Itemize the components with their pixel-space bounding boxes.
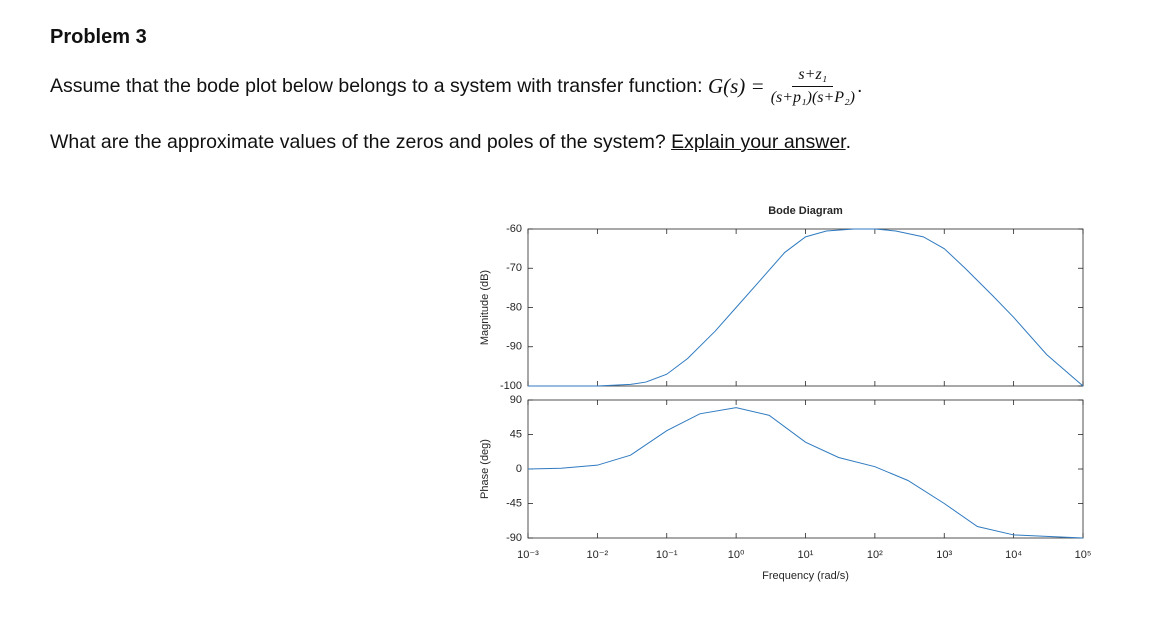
y-axis-label: Phase (deg) (479, 439, 491, 499)
x-tick-label: 10⁰ (728, 549, 745, 561)
chart-title: Bode Diagram (768, 205, 843, 217)
intro-text: Assume that the bode plot below belongs … (50, 75, 703, 97)
ask-line: What are the approximate values of the z… (50, 131, 851, 154)
axes-box (527, 399, 1084, 539)
data-line (527, 407, 1084, 539)
y-tick-label: -45 (506, 497, 522, 509)
period: . (856, 75, 863, 97)
fraction: s+z₁ (s+p₁)(s+P₂) (771, 66, 855, 107)
y-tick-label: -90 (506, 532, 522, 544)
y-tick-label: -90 (506, 341, 522, 353)
x-tick-label: 10³ (936, 549, 952, 561)
y-tick-label: -100 (500, 380, 522, 392)
period: . (845, 131, 852, 153)
ask-text: What are the approximate values of the z… (50, 131, 666, 153)
formula-lhs: G(s) = (707, 74, 765, 98)
denominator: (s+p₁)(s+P₂) (770, 89, 855, 106)
x-tick-label: 10⁻² (587, 549, 609, 561)
data-line (528, 228, 1084, 387)
x-tick-label: 10⁴ (1005, 549, 1022, 561)
x-axis-label: Frequency (rad/s) (762, 570, 849, 582)
y-tick-label: -60 (506, 223, 522, 235)
x-tick-label: 10⁻³ (517, 549, 539, 561)
y-tick-label: 0 (516, 463, 522, 475)
y-axis-label: Magnitude (dB) (479, 270, 491, 345)
x-tick-label: 10⁵ (1075, 549, 1092, 561)
explain-text: Explain your answer (671, 131, 846, 153)
y-tick-label: 90 (510, 394, 522, 406)
x-tick-label: 10¹ (798, 549, 814, 561)
question-line: Assume that the bode plot below belongs … (50, 66, 862, 107)
y-tick-label: -80 (506, 301, 522, 313)
y-tick-label: -70 (506, 262, 522, 274)
problem-heading: Problem 3 (50, 26, 147, 48)
x-tick-label: 10⁻¹ (656, 549, 678, 561)
x-tick-label: 10² (867, 549, 883, 561)
y-tick-label: 45 (510, 428, 522, 440)
numerator: s+z₁ (792, 66, 834, 87)
axes-box (527, 228, 1084, 387)
